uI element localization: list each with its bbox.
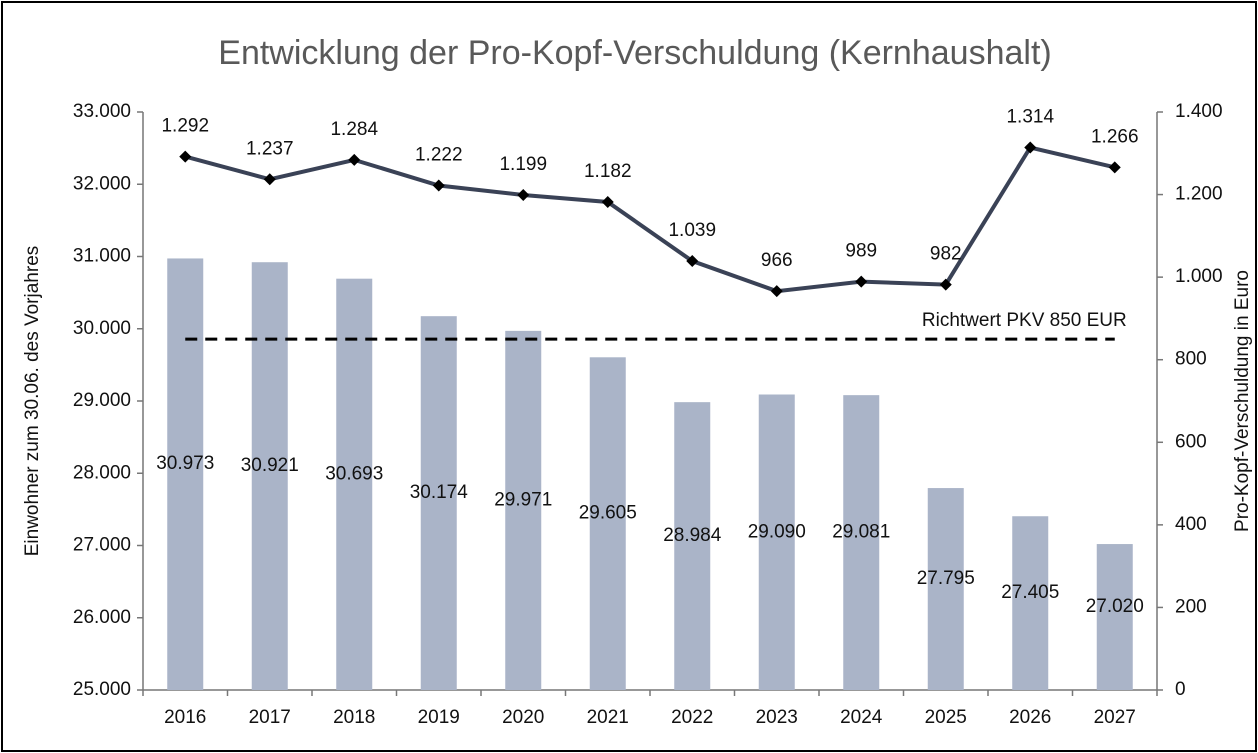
x-tick-label: 2024 (840, 707, 883, 728)
line-value-label: 1.182 (584, 161, 632, 182)
y-tick-label: 29.000 (73, 390, 131, 411)
y-tick-label: 32.000 (73, 173, 131, 194)
x-tick-label: 2022 (671, 707, 713, 728)
reference-line-label: Richtwert PKV 850 EUR (922, 310, 1127, 331)
x-tick-label: 2019 (418, 707, 460, 728)
x-tick-label: 2025 (925, 707, 967, 728)
line-marker (1024, 141, 1037, 154)
line-value-label: 1.222 (415, 145, 463, 166)
bar-value-label: 30.973 (156, 453, 214, 474)
line-marker (1108, 161, 1121, 174)
y-tick-label: 27.000 (73, 535, 131, 556)
x-tick-label: 2016 (164, 707, 206, 728)
bar-value-label: 29.971 (494, 489, 552, 510)
y2-tick-label: 1.400 (1175, 101, 1223, 122)
bar (843, 395, 880, 690)
line-marker (263, 173, 276, 186)
y-tick-label: 25.000 (73, 679, 131, 700)
x-tick-label: 2017 (249, 707, 291, 728)
line-value-label: 1.292 (161, 116, 209, 137)
y-tick-label: 31.000 (73, 246, 131, 267)
y2-tick-label: 1.000 (1175, 266, 1223, 287)
bar-value-label: 29.090 (748, 521, 806, 542)
bar (758, 394, 795, 690)
y2-axis-label: Pro-Kopf-Verschuldung in Euro (1232, 270, 1253, 532)
line-marker (939, 278, 952, 291)
x-tick-label: 2021 (587, 707, 629, 728)
bar-value-label: 30.921 (241, 455, 299, 476)
bar-value-label: 29.081 (832, 522, 890, 543)
x-tick-label: 2023 (756, 707, 798, 728)
bar (1012, 516, 1049, 690)
bar (336, 278, 373, 690)
y2-tick-label: 1.200 (1175, 184, 1223, 205)
line-value-label: 1.237 (246, 138, 294, 159)
line-value-label: 966 (761, 250, 793, 271)
bar-value-label: 27.020 (1086, 596, 1144, 617)
line-value-label: 982 (930, 244, 962, 265)
line-marker (770, 285, 783, 298)
y-axis-label: Einwohner zum 30.06. des Vorjahres (22, 246, 43, 557)
x-tick-label: 2020 (502, 707, 544, 728)
line-value-label: 1.314 (1006, 107, 1054, 128)
y2-tick-label: 800 (1175, 349, 1207, 370)
bar (674, 402, 711, 690)
bar (505, 330, 542, 690)
y-tick-label: 33.000 (73, 101, 131, 122)
bar-value-label: 30.693 (325, 463, 383, 484)
line (184, 145, 1116, 294)
bar (927, 488, 964, 690)
line-marker (517, 188, 530, 201)
y-tick-label: 28.000 (73, 462, 131, 483)
bar (167, 258, 204, 690)
line-value-label: 1.266 (1091, 126, 1139, 147)
line-value-label: 1.039 (668, 220, 716, 241)
line-marker (601, 196, 614, 209)
x-tick-label: 2027 (1094, 707, 1136, 728)
line-marker (686, 255, 699, 268)
y2-tick-label: 200 (1175, 596, 1207, 617)
line-value-label: 1.199 (499, 154, 547, 175)
bar-value-label: 27.795 (917, 568, 975, 589)
chart-title: Entwicklung der Pro-Kopf-Verschuldung (K… (218, 34, 1051, 72)
bar (251, 262, 288, 690)
x-tick-label: 2026 (1009, 707, 1051, 728)
y2-tick-label: 0 (1175, 679, 1186, 700)
x-tick-label: 2018 (333, 707, 375, 728)
line-marker (855, 275, 868, 288)
bar-value-label: 30.174 (410, 482, 469, 503)
bar (1096, 544, 1133, 690)
bar-value-label: 27.405 (1001, 582, 1059, 603)
line-value-label: 1.284 (330, 119, 378, 140)
bar-value-label: 29.605 (579, 503, 637, 524)
y-tick-label: 26.000 (73, 607, 131, 628)
line-value-label: 989 (845, 241, 877, 262)
line-marker (179, 150, 192, 163)
y2-tick-label: 400 (1175, 514, 1207, 535)
y-tick-label: 30.000 (73, 318, 131, 339)
bar-value-label: 28.984 (663, 525, 722, 546)
y2-tick-label: 600 (1175, 431, 1207, 452)
line-marker (348, 153, 361, 166)
line-marker (432, 179, 445, 192)
bar (589, 357, 626, 690)
bar (420, 316, 457, 690)
